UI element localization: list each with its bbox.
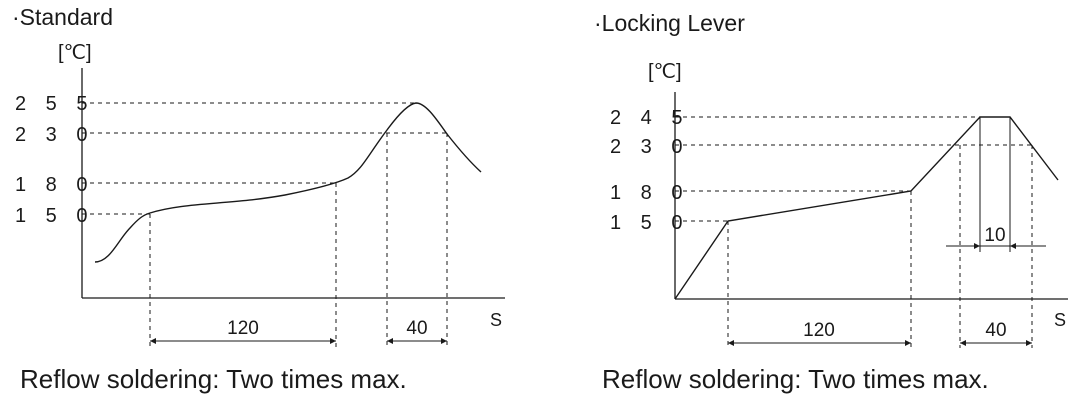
standard-profile-panel: ·Standard [℃] 2 5 5 2 3 0 1 8 0 1 5 0 12… [0, 0, 540, 403]
locking-lever-unit-label: [℃] [648, 61, 682, 83]
standard-tick-150: 1 5 0 [15, 205, 94, 227]
standard-profile-curve [94, 102, 482, 263]
locking-lever-dim-10-label: 10 [984, 225, 1005, 246]
standard-dim-40-label: 40 [406, 318, 427, 339]
locking-lever-tick-180: 1 8 0 [610, 182, 689, 204]
locking-lever-profile-curve [674, 116, 1059, 300]
locking-lever-profile-chart: 2 4 5 2 3 0 1 8 0 1 5 0 10 120 40 S [610, 92, 1068, 348]
locking-lever-dim-120-label: 120 [803, 320, 835, 341]
standard-tick-230: 2 3 0 [15, 124, 94, 146]
locking-lever-title: ·Locking Lever [594, 10, 745, 36]
standard-x-unit: S [490, 310, 502, 330]
standard-unit-label: [℃] [58, 42, 92, 64]
standard-tick-255: 2 5 5 [15, 93, 94, 115]
locking-lever-x-unit: S [1054, 310, 1066, 330]
standard-dim-120-label: 120 [227, 318, 259, 339]
standard-tick-180: 1 8 0 [15, 174, 94, 196]
standard-caption: Reflow soldering: Two times max. [20, 364, 407, 394]
locking-lever-dim-40-label: 40 [985, 320, 1006, 341]
locking-lever-tick-150: 1 5 0 [610, 212, 689, 234]
standard-profile-chart: 2 5 5 2 3 0 1 8 0 1 5 0 120 40 S [15, 68, 505, 348]
locking-lever-tick-245: 2 4 5 [610, 107, 689, 129]
locking-lever-profile-panel: ·Locking Lever [℃] 2 4 5 2 3 0 1 8 0 1 5… [540, 0, 1083, 403]
standard-title: ·Standard [12, 4, 114, 30]
locking-lever-tick-230: 2 3 0 [610, 136, 689, 158]
locking-lever-caption: Reflow soldering: Two times max. [602, 364, 989, 394]
